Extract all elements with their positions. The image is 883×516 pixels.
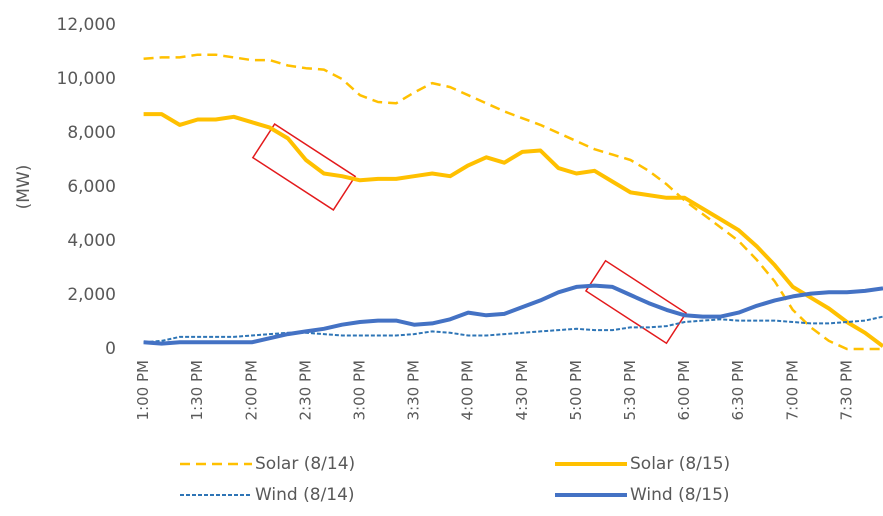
y-tick-label: 0 (105, 339, 116, 359)
y-tick-label: 8,000 (67, 123, 116, 143)
y-tick-label: 4,000 (67, 231, 116, 251)
highlight-box (584, 259, 688, 345)
y-tick-label: 6,000 (67, 177, 116, 197)
x-tick-label: 7:00 PM (783, 360, 801, 420)
x-tick-label: 5:30 PM (621, 360, 639, 420)
x-tick-label: 1:00 PM (134, 360, 152, 420)
legend-label: Wind (8/14) (255, 485, 355, 505)
x-tick-label: 3:30 PM (405, 360, 423, 420)
x-tick-label: 4:30 PM (513, 360, 531, 420)
series-line (143, 283, 883, 346)
series-line (143, 53, 883, 351)
x-tick-label: 5:00 PM (567, 360, 585, 420)
legend-label: Solar (8/14) (255, 454, 355, 474)
series-line (143, 315, 883, 344)
y-tick-label: 2,000 (67, 285, 116, 305)
series-line (143, 112, 883, 348)
x-tick-label: 6:00 PM (675, 360, 693, 420)
x-tick-label: 6:30 PM (729, 360, 747, 420)
y-axis-label: (MW) (14, 165, 34, 210)
x-tick-label: 2:30 PM (296, 360, 314, 420)
x-tick-label: 4:00 PM (459, 360, 477, 420)
y-tick-label: 10,000 (57, 69, 116, 89)
x-tick-label: 3:00 PM (351, 360, 369, 420)
x-tick-label: 2:00 PM (242, 360, 260, 420)
x-tick-label: 1:30 PM (188, 360, 206, 420)
legend-label: Wind (8/15) (630, 485, 730, 505)
y-tick-label: 12,000 (57, 15, 116, 35)
legend-label: Solar (8/15) (630, 454, 730, 474)
highlight-box (251, 123, 357, 211)
x-tick-label: 7:30 PM (837, 360, 855, 420)
